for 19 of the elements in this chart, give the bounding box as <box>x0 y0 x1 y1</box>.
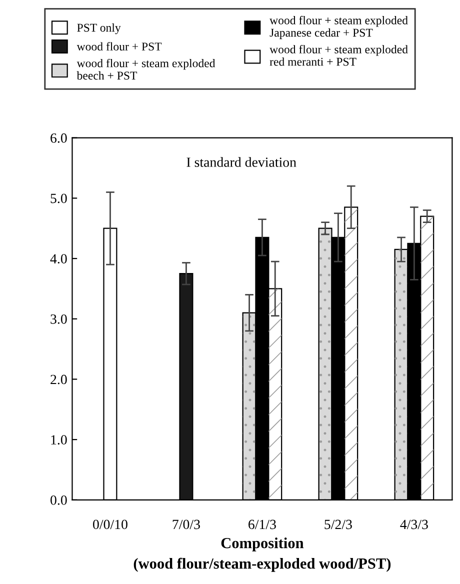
x-tick-label: 0/0/10 <box>93 520 128 530</box>
legend-label: wood flour + steam exploded beech + PST <box>76 58 216 80</box>
y-tick-label: 6.0 <box>50 133 67 143</box>
legend-label: wood flour + steam exploded red meranti + PST <box>270 44 408 66</box>
y-tick-label: 1.0 <box>51 435 67 445</box>
x-tick-label: 5/2/3 <box>324 520 352 530</box>
x-tick-label: 4/3/3 <box>400 520 428 530</box>
y-tick-label: 3.0 <box>50 314 67 324</box>
x-axis-title: Composition (wood flour/steam-exploded wood/PST) <box>134 538 391 572</box>
y-tick-label: 5.0 <box>50 194 67 204</box>
x-tick-label: 7/0/3 <box>172 520 200 530</box>
y-tick-label: 2.0 <box>50 374 67 384</box>
y-tick-label: 0.0 <box>50 495 67 505</box>
legend-label: wood flour + steam exploded Japanese cedar + PST <box>270 16 408 40</box>
legend-label: PST only <box>77 23 121 34</box>
y-tick-label: 4.0 <box>50 254 67 264</box>
x-tick-label: 6/1/3 <box>248 520 276 530</box>
annotation: I standard deviation <box>186 157 296 167</box>
legend-label: wood flour + PST <box>76 42 162 51</box>
